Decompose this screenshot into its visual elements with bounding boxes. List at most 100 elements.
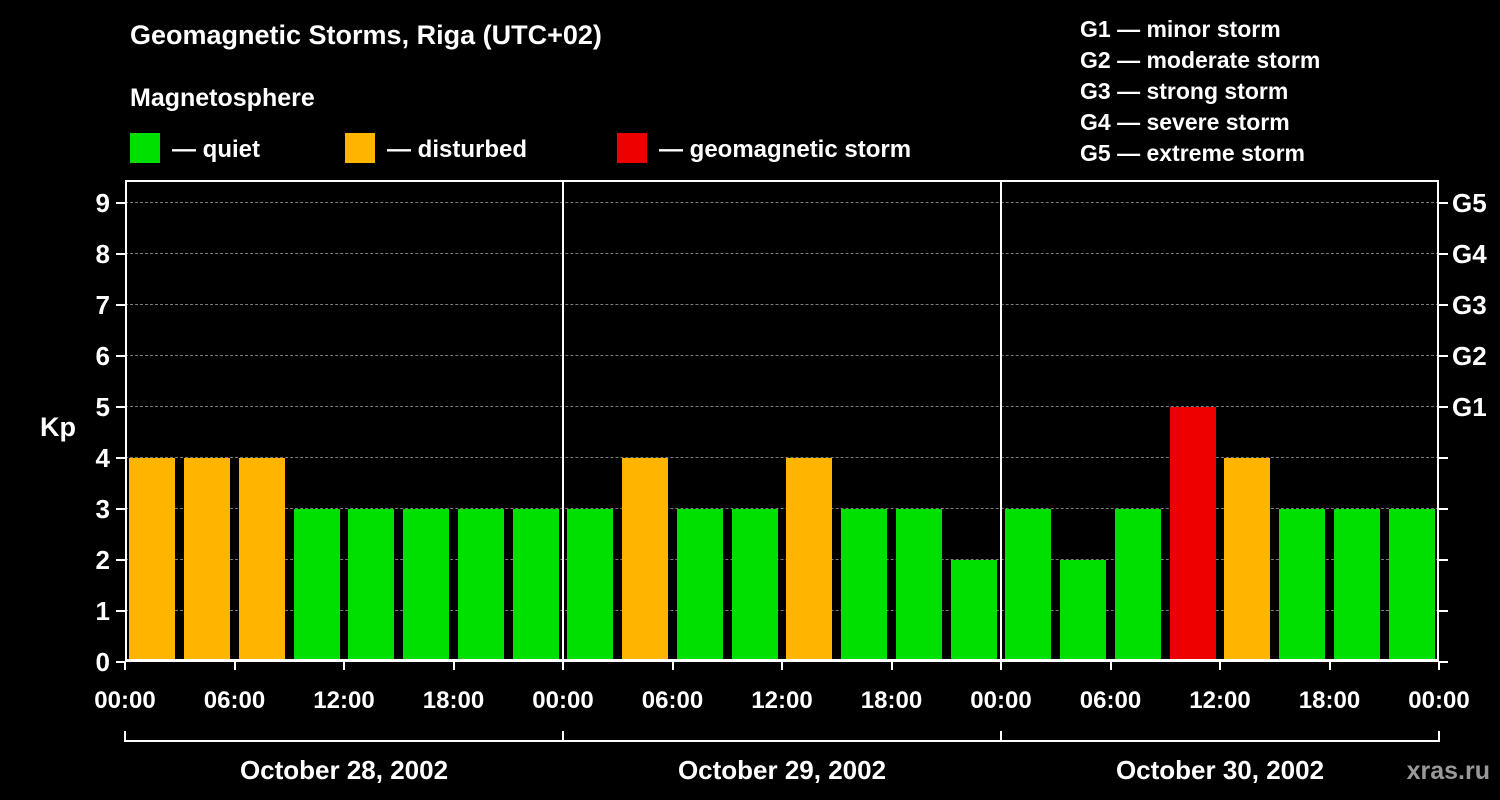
- y-axis-tick: [1439, 355, 1448, 357]
- kp-bar: [238, 458, 285, 662]
- date-bracket-tick: [562, 731, 564, 742]
- x-axis-label: 00:00: [970, 687, 1032, 714]
- y-axis-tick: [1439, 610, 1448, 612]
- day-separator: [1000, 180, 1002, 662]
- y-axis-label: 7: [95, 290, 110, 320]
- legend-quiet-label: — quiet: [172, 136, 260, 163]
- x-axis-tick: [890, 662, 893, 670]
- legend-disturbed-swatch: [345, 133, 375, 163]
- y-axis-tick: [116, 406, 125, 408]
- kp-bar: [512, 509, 559, 662]
- gridline: [125, 559, 1439, 560]
- kp-bar: [950, 560, 997, 662]
- legend-storm-swatch: [617, 133, 647, 163]
- kp-bar: [1388, 509, 1435, 662]
- x-axis-label: 18:00: [1298, 687, 1361, 714]
- x-axis-tick: [1219, 662, 1221, 670]
- gridline: [125, 406, 1439, 407]
- kp-bar: [184, 458, 231, 662]
- right-axis-line: [1437, 180, 1439, 662]
- kp-bar: [403, 509, 450, 662]
- kp-bar: [348, 509, 395, 662]
- gridline: [125, 508, 1439, 509]
- kp-bar: [457, 509, 504, 662]
- x-axis-line: [125, 659, 1439, 662]
- x-axis-tick: [1109, 662, 1112, 670]
- x-axis-tick: [233, 662, 236, 670]
- x-axis-tick: [671, 662, 674, 670]
- y-axis-tick: [116, 559, 125, 561]
- y-axis-tick: [1439, 661, 1448, 663]
- legend-quiet-swatch: [130, 133, 160, 163]
- date-bracket: [125, 740, 1439, 742]
- x-axis-label: 18:00: [860, 687, 923, 714]
- x-axis-label: 12:00: [1189, 687, 1251, 714]
- kp-axis-title: Kp: [40, 412, 76, 442]
- storm-scale-item-g5: G5 — extreme storm: [1080, 140, 1305, 166]
- kp-bar: [1279, 509, 1326, 662]
- y-axis-tick: [116, 202, 125, 204]
- x-axis-tick: [124, 662, 126, 670]
- date-bracket-tick: [1000, 731, 1002, 742]
- kp-bar: [1224, 458, 1271, 662]
- kp-bar: [129, 458, 176, 662]
- g-scale-axis-label: G5: [1452, 188, 1487, 218]
- gridline: [125, 610, 1439, 611]
- x-axis-tick: [343, 662, 345, 670]
- x-axis-tick: [1438, 662, 1440, 670]
- date-label: October 29, 2002: [677, 755, 887, 785]
- top-axis-line: [125, 180, 1439, 182]
- kp-bar: [293, 509, 340, 662]
- x-axis-label: 18:00: [422, 687, 485, 714]
- gridline: [125, 253, 1439, 254]
- g-scale-axis-label: G2: [1452, 341, 1487, 371]
- kp-bar: [786, 458, 833, 662]
- kp-bar: [1114, 509, 1161, 662]
- y-axis-label: 8: [95, 239, 110, 269]
- gridline: [125, 457, 1439, 458]
- date-label: October 28, 2002: [239, 755, 449, 785]
- y-axis-label: 3: [95, 494, 110, 524]
- x-axis-tick: [452, 662, 455, 670]
- y-axis-tick: [116, 355, 125, 357]
- magnetosphere-label: Magnetosphere: [130, 84, 315, 112]
- g-scale-axis-label: G1: [1452, 392, 1487, 422]
- g-scale-axis-label: G4: [1452, 239, 1487, 269]
- gridline: [125, 355, 1439, 356]
- y-axis-tick: [1439, 406, 1448, 408]
- kp-bar: [841, 509, 888, 662]
- y-axis-tick: [1439, 304, 1448, 306]
- x-axis-label: 00:00: [94, 687, 156, 714]
- g-scale-axis-label: G3: [1452, 290, 1487, 320]
- storm-scale-item-g3: G3 — strong storm: [1080, 78, 1289, 104]
- kp-bar: [895, 509, 942, 662]
- x-axis-tick: [1328, 662, 1331, 670]
- storm-scale-item-g1: G1 — minor storm: [1080, 16, 1281, 42]
- y-axis-tick: [116, 610, 125, 612]
- date-bracket-tick: [124, 731, 126, 742]
- y-axis-tick: [116, 508, 125, 510]
- y-axis-tick: [1439, 559, 1448, 561]
- storm-scale-item-g2: G2 — moderate storm: [1080, 47, 1321, 73]
- date-bracket-tick: [1438, 731, 1440, 742]
- x-axis-label: 06:00: [641, 687, 704, 714]
- storm-scale-item-g4: G4 — severe storm: [1080, 109, 1290, 135]
- x-axis-tick: [562, 662, 564, 670]
- y-axis-label: 5: [95, 392, 110, 422]
- y-axis-label: 4: [95, 443, 110, 473]
- kp-bar: [731, 509, 778, 662]
- kp-bar: [1169, 407, 1216, 662]
- kp-bar: [676, 509, 723, 662]
- y-axis-tick: [116, 661, 125, 663]
- y-axis-line: [125, 180, 127, 662]
- y-axis-tick: [116, 304, 125, 306]
- x-axis-label: 06:00: [203, 687, 266, 714]
- kp-bar: [1333, 509, 1380, 662]
- y-axis-tick: [1439, 457, 1448, 459]
- kp-bar: [622, 458, 669, 662]
- x-axis-label: 06:00: [1079, 687, 1142, 714]
- y-axis-label: 6: [95, 341, 110, 371]
- y-axis-label: 1: [95, 596, 110, 626]
- day-separator: [562, 180, 564, 662]
